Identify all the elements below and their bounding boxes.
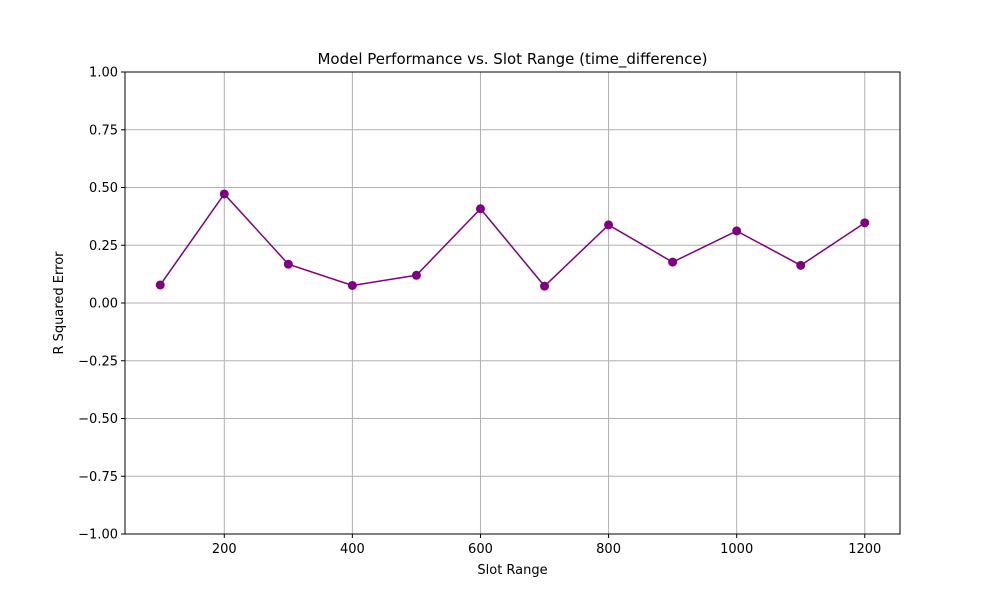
- data-point: [540, 281, 550, 291]
- y-axis-label: R Squared Error: [52, 251, 67, 355]
- y-tick-label: 0.25: [89, 239, 118, 254]
- data-point: [475, 204, 485, 214]
- data-point: [668, 257, 678, 267]
- y-tick-label: 0.00: [89, 297, 118, 312]
- y-tick-label: 1.00: [89, 66, 118, 81]
- x-tick-label: 800: [596, 542, 621, 557]
- data-point: [283, 259, 293, 269]
- x-tick-label: 200: [212, 542, 237, 557]
- x-tick-label: 400: [340, 542, 365, 557]
- series-line: [159, 192, 866, 288]
- axis-ticks: 200 400 600 800 1000 1200 −1.00 −0.75 −0.50 −0.25…: [78, 66, 881, 558]
- y-tick-label: −1.00: [78, 528, 118, 543]
- y-tick-label: 0.75: [89, 123, 118, 138]
- data-point: [860, 218, 870, 228]
- y-tick-label: 0.50: [89, 181, 118, 196]
- grid-lines: [125, 71, 900, 535]
- y-tick-label: −0.25: [78, 354, 118, 369]
- y-tick-label: −0.75: [78, 470, 118, 485]
- data-point: [604, 220, 614, 230]
- data-series: [155, 189, 870, 291]
- chart-title: Model Performance vs. Slot Range (time_d…: [317, 50, 707, 69]
- x-tick-label: 600: [468, 542, 493, 557]
- data-point: [411, 270, 421, 280]
- data-point: [155, 280, 165, 290]
- x-axis-label: Slot Range: [477, 563, 547, 578]
- data-point: [219, 189, 229, 199]
- data-point: [347, 280, 357, 290]
- x-tick-label: 1000: [720, 542, 753, 557]
- data-point: [732, 226, 742, 236]
- x-tick-label: 1200: [848, 542, 881, 557]
- plot-frame: [124, 71, 901, 535]
- y-tick-label: −0.50: [78, 412, 118, 427]
- data-point: [796, 260, 806, 270]
